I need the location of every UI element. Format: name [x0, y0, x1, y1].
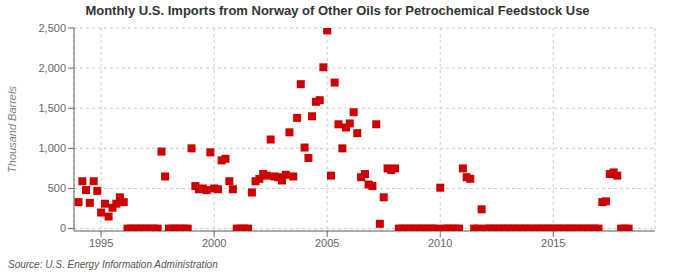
html-text:Monthly U.S. Imports from Norw: Monthly U.S. Imports from Norway of Othe…	[85, 3, 590, 18]
svg-text:0: 0	[60, 222, 66, 234]
svg-text:Thousand Barrels: Thousand Barrels	[8, 86, 18, 173]
svg-text:500: 500	[48, 182, 66, 194]
svg-text:1,500: 1,500	[38, 102, 66, 114]
svg-text:2005: 2005	[315, 237, 339, 249]
svg-text:2000: 2000	[202, 237, 226, 249]
svg-text:1995: 1995	[89, 237, 113, 249]
svg-text:2,000: 2,000	[38, 62, 66, 74]
html-text:Source: U.S. Energy Informatio: Source: U.S. Energy Information Administ…	[8, 259, 218, 270]
svg-text:2010: 2010	[428, 237, 452, 249]
svg-text:2,500: 2,500	[38, 22, 66, 34]
svg-text:1,000: 1,000	[38, 142, 66, 154]
svg-text:2015: 2015	[541, 237, 565, 249]
